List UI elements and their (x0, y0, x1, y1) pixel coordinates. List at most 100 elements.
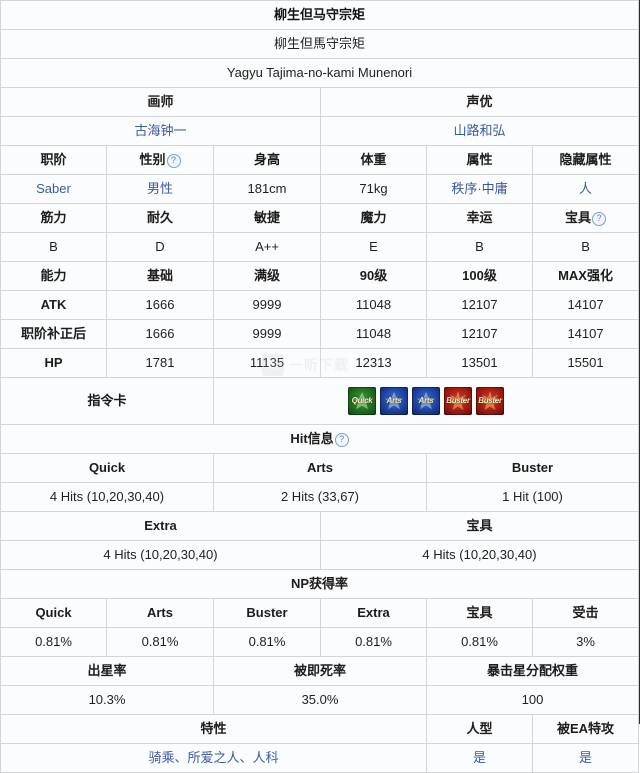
name-zh-row: 柳生但马守宗矩 (0, 0, 640, 30)
misc-value-star-rate: 10.3% (0, 685, 214, 715)
profile-header-gender: 性别? (106, 145, 214, 175)
status-atk-max: 9999 (213, 290, 321, 320)
command-cards-label: 指令卡 (0, 377, 214, 425)
profile-header-alignment: 属性 (426, 145, 533, 175)
command-card-quick-label: Quick (351, 396, 373, 405)
np-rate-header-arts: Arts (106, 598, 214, 628)
param-value-noble-phantasm: B (531, 232, 640, 262)
hit-value-np: 4 Hits (10,20,30,40) (319, 540, 640, 570)
va-value[interactable]: 山路和弘 (319, 116, 640, 146)
traits-value-humanoid[interactable]: 是 (426, 743, 533, 773)
name-en-row: Yagyu Tajima-no-kami Munenori (0, 58, 640, 88)
np-rate-header-extra: Extra (320, 598, 427, 628)
param-header-agility: 敏捷 (213, 203, 321, 233)
va-header: 声优 (319, 87, 640, 117)
profile-value-hidden-attribute[interactable]: 人 (531, 174, 640, 204)
status-hp-maxgrail: 15501 (531, 348, 640, 378)
misc-header-crit-weight: 暴击星分配权重 (425, 656, 640, 686)
np-rate-header-row: Quick Arts Buster Extra 宝具 受击 (0, 598, 640, 628)
burst-icon (447, 390, 469, 411)
param-value-agility: A++ (213, 232, 321, 262)
param-value-endurance: D (106, 232, 214, 262)
help-icon[interactable]: ? (334, 432, 349, 447)
status-row-label-atk: ATK (0, 290, 107, 320)
params-value-row: B D A++ E B B (0, 232, 640, 262)
misc-header-star-rate: 出星率 (0, 656, 214, 686)
hit-info-value-row: 4 Hits (10,20,30,40) 2 Hits (33,67) 1 Hi… (0, 482, 640, 512)
credits-value-row: 古海钟一 山路和弘 (0, 116, 640, 146)
hit-info-header-row: Quick Arts Buster (0, 453, 640, 483)
status-hp-base: 1781 (106, 348, 214, 378)
status-header-max: 满级 (213, 261, 321, 291)
misc-value-death-rate: 35.0% (213, 685, 427, 715)
hit-header-quick: Quick (0, 453, 214, 483)
help-icon[interactable]: ? (166, 153, 181, 168)
star-icon (384, 391, 404, 410)
np-rate-title-row: NP获得率 (0, 569, 640, 599)
traits-header-humanoid: 人型 (426, 714, 533, 744)
profile-value-alignment[interactable]: 秩序·中庸 (426, 174, 533, 204)
command-cards-cell: Quick Arts Arts Buster (212, 377, 640, 425)
command-card-buster-1-label: Buster (446, 396, 470, 405)
command-card-buster-2[interactable]: Buster (476, 387, 505, 415)
misc-header-death-rate: 被即死率 (213, 656, 427, 686)
np-rate-header-np: 宝具 (426, 598, 533, 628)
command-card-buster-1[interactable]: Buster (444, 387, 473, 415)
command-card-buster-2-label: Buster (478, 396, 502, 405)
traits-value-traits[interactable]: 骑乘、所爱之人、人科 (0, 743, 427, 773)
status-hp-max: 11135 (213, 348, 321, 378)
star-icon (352, 391, 372, 410)
table-row: ATK 1666 9999 11048 12107 14107 (0, 290, 640, 320)
param-header-strength: 筋力 (0, 203, 107, 233)
np-rate-header-quick: Quick (0, 598, 107, 628)
misc-value-row: 10.3% 35.0% 100 (0, 685, 640, 715)
status-hp-lv100: 13501 (426, 348, 533, 378)
table-row: HP 1781 11135 12313 13501 15501 (0, 348, 640, 378)
servant-name-en: Yagyu Tajima-no-kami Munenori (0, 58, 640, 88)
params-header-row: 筋力 耐久 敏捷 魔力 幸运 宝具? (0, 203, 640, 233)
hit-info-header-row-2: Extra 宝具 (0, 511, 640, 541)
param-value-mana: E (320, 232, 427, 262)
illustrator-header: 画师 (0, 87, 321, 117)
profile-value-height: 181cm (213, 174, 321, 204)
np-rate-header-buster: Buster (213, 598, 321, 628)
traits-value-row: 骑乘、所爱之人、人科 是 是 (0, 743, 640, 773)
status-header-base: 基础 (106, 261, 214, 291)
command-card-arts-1-label: Arts (386, 396, 402, 405)
misc-value-crit-weight: 100 (425, 685, 640, 715)
profile-header-gender-label: 性别 (139, 151, 166, 167)
hit-header-extra: Extra (0, 511, 321, 541)
command-card-list: Quick Arts Arts Buster (214, 378, 638, 424)
illustrator-value[interactable]: 古海钟一 (0, 116, 321, 146)
np-rate-value-extra: 0.81% (320, 627, 427, 657)
command-card-quick[interactable]: Quick (348, 387, 377, 415)
param-header-luck: 幸运 (426, 203, 533, 233)
status-atk-lv90: 11048 (320, 290, 427, 320)
profile-header-class: 职阶 (0, 145, 107, 175)
param-header-endurance: 耐久 (106, 203, 214, 233)
status-atk-maxgrail: 14107 (531, 290, 640, 320)
profile-value-class[interactable]: Saber (0, 174, 107, 204)
profile-value-weight: 71kg (320, 174, 427, 204)
star-icon (416, 391, 436, 410)
np-rate-value-arts: 0.81% (106, 627, 214, 657)
traits-value-ea-weak[interactable]: 是 (531, 743, 640, 773)
command-card-arts-2[interactable]: Arts (412, 387, 441, 415)
hit-info-title: Hit信息? (0, 424, 640, 454)
name-ja-row: 柳生但馬守宗矩 (0, 29, 640, 59)
status-corrected-lv90: 11048 (320, 319, 427, 349)
help-icon[interactable]: ? (592, 211, 607, 226)
status-atk-base: 1666 (106, 290, 214, 320)
command-card-arts-1[interactable]: Arts (380, 387, 409, 415)
table-row: 职阶补正后 1666 9999 11048 12107 14107 (0, 319, 640, 349)
hit-value-arts: 2 Hits (33,67) (213, 482, 427, 512)
profile-header-weight: 体重 (320, 145, 427, 175)
profile-value-gender[interactable]: 男性 (106, 174, 214, 204)
param-header-noble-phantasm-label: 宝具 (565, 209, 592, 225)
hit-header-np: 宝具 (319, 511, 640, 541)
np-rate-value-np: 0.81% (426, 627, 533, 657)
status-header-lv100: 100级 (426, 261, 533, 291)
profile-header-row: 职阶 性别? 身高 体重 属性 隐藏属性 (0, 145, 640, 175)
status-hp-lv90: 12313 (320, 348, 427, 378)
